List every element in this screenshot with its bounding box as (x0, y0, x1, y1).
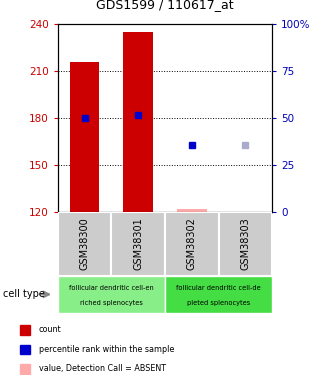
Text: GSM38302: GSM38302 (187, 217, 197, 270)
Bar (70, 62, 99, 212)
Text: follicular dendritic cell-de: follicular dendritic cell-de (176, 285, 261, 291)
Text: value, Detection Call = ABSENT: value, Detection Call = ABSENT (39, 364, 166, 374)
Text: pleted splenocytes: pleted splenocytes (187, 300, 250, 306)
Text: cell type: cell type (3, 290, 45, 299)
Bar (218, 212, 272, 276)
Text: GSM38301: GSM38301 (133, 217, 143, 270)
Text: follicular dendritic cell-en: follicular dendritic cell-en (69, 285, 154, 291)
Bar (165, 276, 272, 313)
Bar (58, 212, 112, 276)
Text: GSM38300: GSM38300 (80, 217, 89, 270)
Bar (112, 212, 165, 276)
Bar (58, 276, 165, 313)
Text: GDS1599 / 110617_at: GDS1599 / 110617_at (96, 0, 234, 11)
Bar (165, 212, 218, 276)
Text: riched splenocytes: riched splenocytes (80, 300, 143, 306)
Text: GSM38303: GSM38303 (241, 217, 250, 270)
Bar (177, 209, 207, 212)
Text: count: count (39, 326, 61, 334)
Bar (123, 32, 153, 212)
Text: percentile rank within the sample: percentile rank within the sample (39, 345, 174, 354)
